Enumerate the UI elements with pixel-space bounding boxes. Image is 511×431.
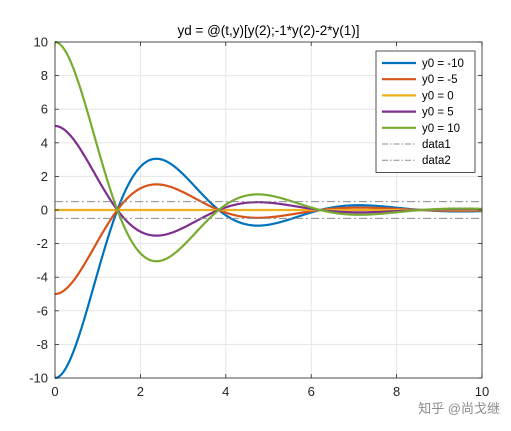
y-tick-label: 4 — [41, 135, 48, 150]
y-tick-label: 2 — [41, 169, 48, 184]
y-tick-label: -8 — [36, 337, 48, 352]
x-tick-label: 4 — [222, 384, 229, 399]
x-tick-label: 0 — [51, 384, 58, 399]
chart-title: yd = @(t,y)[y(2);-1*y(2)-2*y(1)] — [177, 23, 359, 38]
legend-label-6: data2 — [422, 155, 451, 167]
y-tick-label: -6 — [36, 303, 48, 318]
y-tick-label: -2 — [36, 236, 48, 251]
series-line-0 — [54, 157, 483, 380]
y-tick-label: 8 — [41, 68, 48, 83]
y-tick-label: 10 — [34, 35, 48, 50]
legend-label-4: y0 = 10 — [422, 123, 460, 135]
axis-ticks: 0 2 4 6 8 10 -10 -8 -6 -4 -2 0 2 4 6 8 10 — [29, 35, 489, 400]
x-tick-label: 2 — [137, 384, 144, 399]
x-tick-label: 10 — [475, 384, 489, 399]
legend-label-1: y0 = -5 — [422, 74, 457, 86]
legend: y0 = -10 y0 = -5 y0 = 0 y0 = 5 y0 = 10 data1 d… — [375, 50, 476, 173]
legend-label-0: y0 = -10 — [422, 58, 464, 70]
y-tick-label: 0 — [41, 203, 48, 218]
y-tick-label: 6 — [41, 102, 48, 117]
watermark: 知乎 @尚戈继 — [418, 401, 500, 416]
plot-area — [54, 40, 483, 380]
x-tick-label: 8 — [393, 384, 400, 399]
y-tick-label: -10 — [29, 371, 48, 386]
legend-label-5: data1 — [422, 139, 451, 151]
series-line-4 — [54, 40, 483, 263]
x-tick-label: 6 — [308, 384, 315, 399]
legend-label-2: y0 = 0 — [422, 90, 454, 102]
y-tick-label: -4 — [36, 270, 48, 285]
legend-label-3: y0 = 5 — [422, 107, 454, 119]
